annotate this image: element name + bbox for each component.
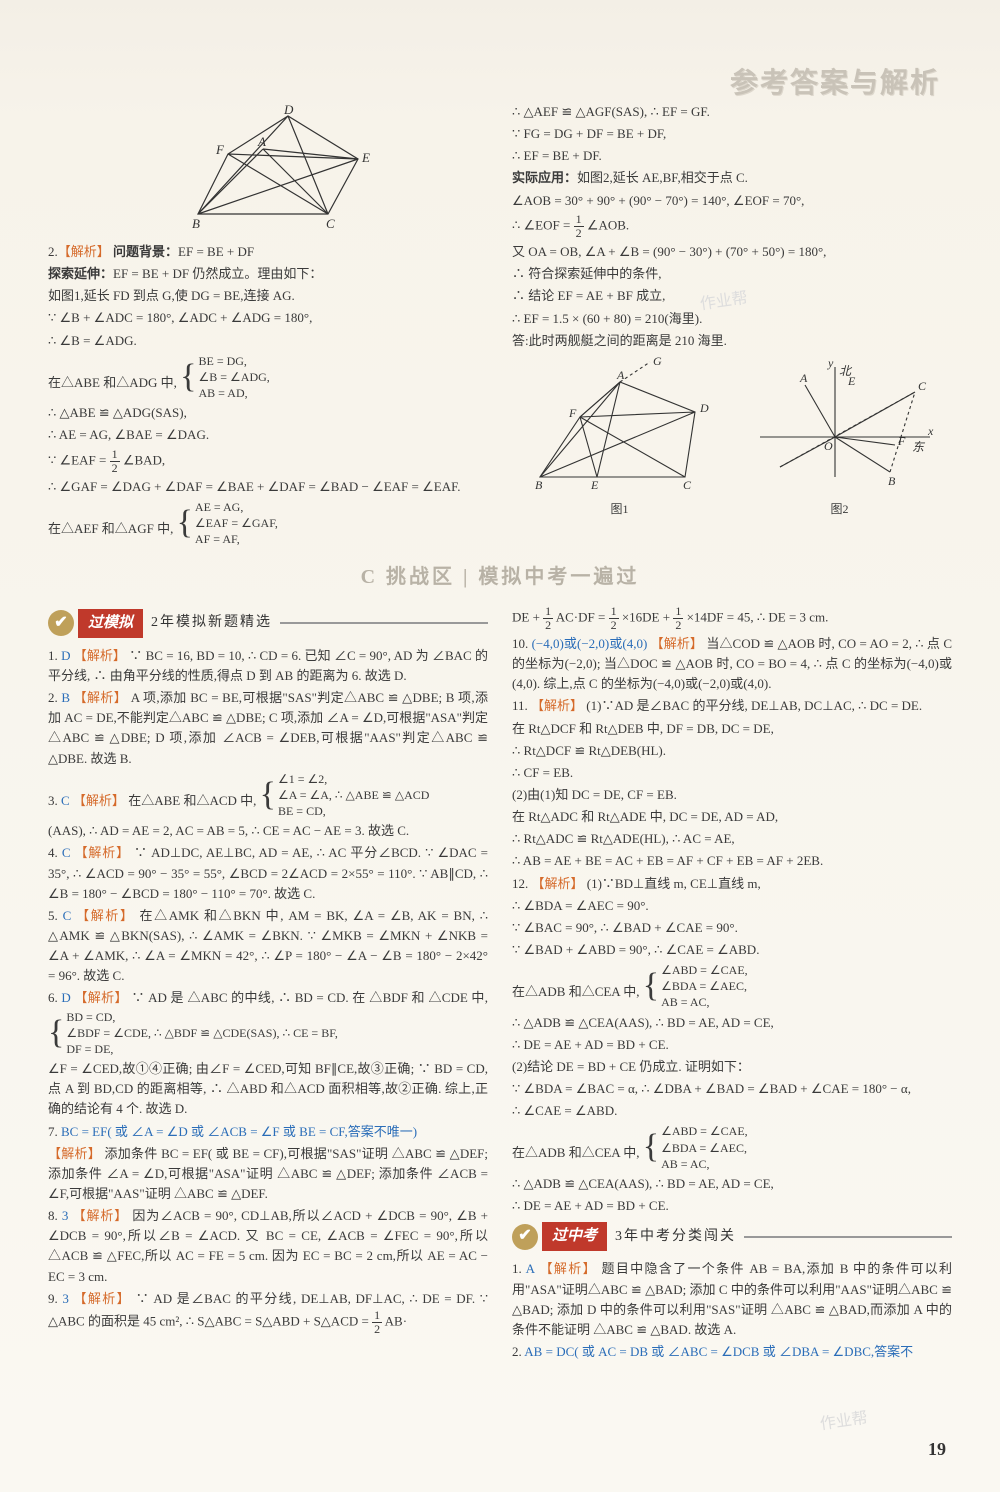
- band-subtitle: 2年模拟新题精选: [151, 612, 272, 634]
- svg-text:A: A: [616, 368, 625, 382]
- figure-row: A B C D E F G 图1: [512, 357, 952, 519]
- answer: 3: [62, 1208, 69, 1223]
- svg-text:B: B: [535, 478, 543, 492]
- band-subtitle: 3年中考分类闯关: [615, 1226, 736, 1248]
- svg-text:D: D: [699, 401, 709, 415]
- analysis-tag: 【解析】: [48, 1146, 101, 1161]
- svg-text:E: E: [361, 150, 370, 165]
- check-badge-icon: ✔: [48, 610, 74, 636]
- answer: A: [526, 1261, 535, 1276]
- application-head: 实际应用：: [512, 170, 577, 185]
- svg-text:C: C: [918, 379, 927, 393]
- svg-text:东: 东: [912, 440, 926, 454]
- answer: C: [62, 845, 71, 860]
- top-right-column: ∴ △AEF ≌ △AGF(SAS), ∴ EF = GF. ∵ FG = DG…: [512, 100, 952, 550]
- top-left-column: AB CD EF 2.【解析】 问题背景：EF = BE + DF 探索延伸：E…: [48, 100, 488, 550]
- analysis-tag: 【解析】: [75, 845, 130, 860]
- svg-text:B: B: [888, 474, 896, 488]
- answer: (−4,0)或(−2,0)或(4,0): [532, 636, 648, 651]
- q2-number: 2.: [48, 244, 58, 259]
- svg-text:A: A: [799, 371, 808, 385]
- figure-1: A B C D E F G: [525, 357, 715, 492]
- analysis-tag: 【解析】: [73, 1208, 129, 1223]
- analysis-tag: 【解析】: [58, 244, 110, 259]
- band-title: 过中考: [542, 1222, 607, 1251]
- svg-text:C: C: [683, 478, 692, 492]
- band-title: 过模拟: [78, 609, 143, 638]
- svg-text:E: E: [590, 478, 599, 492]
- analysis-tag: 【解析】: [651, 636, 703, 651]
- answer: AB = DC( 或 AC = DB 或 ∠ABC = ∠DCB 或 ∠DBA …: [524, 1344, 913, 1359]
- bottom-right-column: DE + 12 AC·DF = 12 ×16DE + 12 ×14DF = 45…: [512, 603, 952, 1365]
- analysis-tag: 【解析】: [531, 698, 583, 713]
- analysis-tag: 【解析】: [532, 876, 584, 891]
- analysis-tag: 【解析】: [74, 648, 126, 663]
- answer: 3: [62, 1291, 69, 1306]
- svg-text:F: F: [568, 406, 577, 420]
- answer: C: [63, 908, 72, 923]
- svg-text:F: F: [897, 434, 906, 448]
- geometry-figure-top: A B C D E F: [48, 104, 488, 234]
- extend-head: 探索延伸：: [48, 266, 113, 281]
- header-title: 参考答案与解析: [730, 62, 940, 105]
- svg-text:y: y: [827, 357, 834, 370]
- answer: B: [61, 690, 70, 705]
- answer: BC = EF( 或 ∠A = ∠D 或 ∠ACB = ∠F 或 BE = CF…: [61, 1124, 417, 1139]
- figure-1-caption: 图1: [525, 500, 715, 519]
- figure-2: y北 x东 AB CE FO: [740, 357, 940, 492]
- analysis-tag: 【解析】: [540, 1261, 597, 1276]
- bottom-left-column: ✔ 过模拟 2年模拟新题精选 1. D 【解析】 ∵ BC = 16, BD =…: [48, 603, 488, 1365]
- section-c-title: C 挑战区 | 模拟中考一遍过: [0, 562, 1000, 593]
- svg-text:x: x: [927, 424, 934, 438]
- answer: D: [61, 648, 70, 663]
- svg-text:O: O: [824, 439, 833, 453]
- svg-text:E: E: [847, 374, 856, 388]
- svg-text:F: F: [215, 142, 225, 157]
- answer: C: [61, 793, 70, 808]
- analysis-tag: 【解析】: [73, 793, 125, 808]
- svg-text:B: B: [192, 216, 200, 231]
- answer: D: [61, 990, 70, 1005]
- figure-2-caption: 图2: [740, 500, 940, 519]
- analysis-tag: 【解析】: [74, 990, 127, 1005]
- watermark: 作业帮: [819, 1407, 870, 1438]
- svg-text:G: G: [653, 357, 662, 368]
- svg-text:D: D: [283, 104, 294, 117]
- svg-text:A: A: [257, 134, 266, 149]
- q2-head: 问题背景：: [113, 244, 178, 259]
- analysis-tag: 【解析】: [74, 1291, 132, 1306]
- analysis-tag: 【解析】: [74, 690, 127, 705]
- page-number: 19: [928, 1436, 946, 1464]
- svg-text:C: C: [326, 216, 335, 231]
- band-simulation: ✔ 过模拟 2年模拟新题精选: [48, 609, 488, 638]
- analysis-tag: 【解析】: [76, 908, 135, 923]
- check-badge-icon: ✔: [512, 1224, 538, 1250]
- band-zhongkao: ✔ 过中考 3年中考分类闯关: [512, 1222, 952, 1251]
